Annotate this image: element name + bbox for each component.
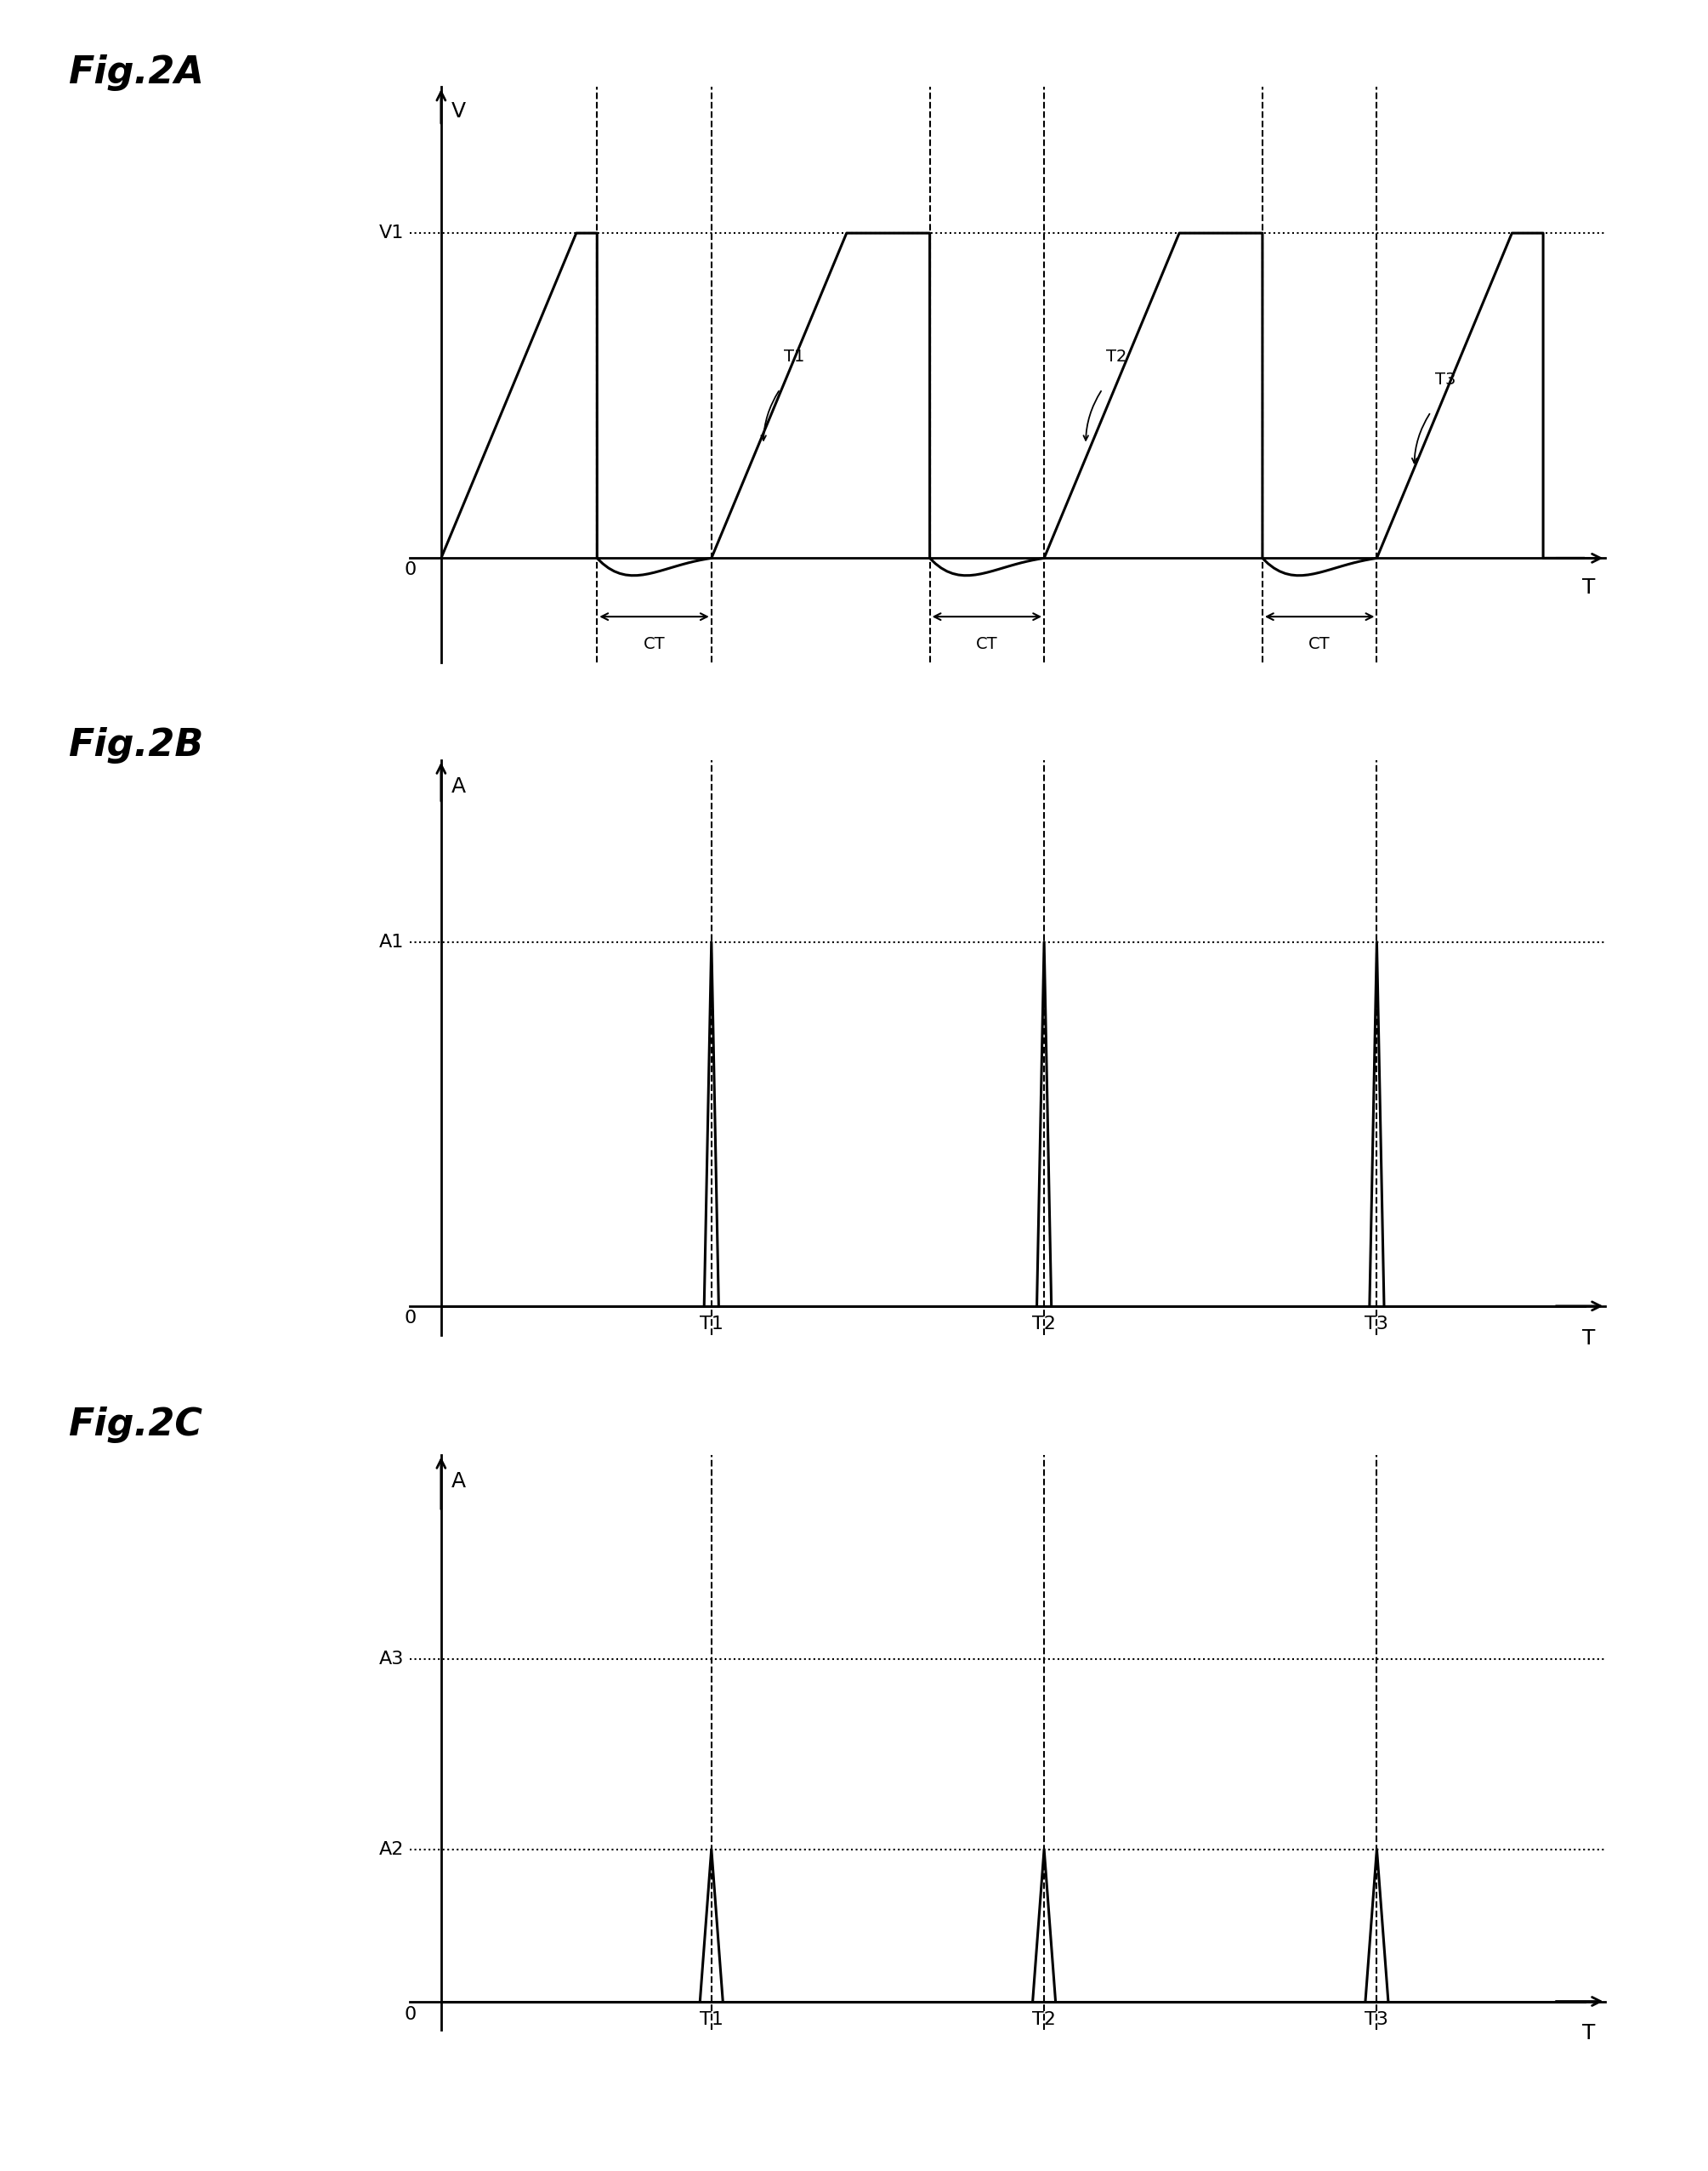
Text: CT: CT [644,636,664,651]
Text: T2: T2 [1032,2010,1056,2028]
Text: V: V [451,102,466,122]
Text: T3: T3 [1365,1316,1389,1333]
Text: 0: 0 [405,562,417,577]
Text: T1: T1 [700,1316,722,1333]
Text: A: A [451,1472,466,1491]
Text: T3: T3 [1365,2010,1389,2028]
Text: Fig.2A: Fig.2A [68,54,205,91]
Text: T: T [1582,1329,1595,1348]
Text: T1: T1 [700,2010,722,2028]
Text: T: T [1582,2023,1595,2043]
Text: A: A [451,777,466,797]
Text: CT: CT [975,636,997,651]
Text: Fig.2C: Fig.2C [68,1407,203,1444]
Text: T2: T2 [1032,1316,1056,1333]
Text: T2: T2 [1107,350,1127,365]
Text: T3: T3 [1435,371,1455,386]
Text: A2: A2 [379,1841,403,1858]
Text: 0: 0 [405,2006,417,2023]
Text: A1: A1 [379,934,403,951]
Text: T: T [1582,577,1595,597]
Text: CT: CT [1308,636,1331,651]
Text: Fig.2B: Fig.2B [68,727,203,764]
Text: T1: T1 [784,350,804,365]
Text: V1: V1 [379,224,403,241]
Text: A3: A3 [379,1650,403,1667]
Text: 0: 0 [405,1309,417,1326]
